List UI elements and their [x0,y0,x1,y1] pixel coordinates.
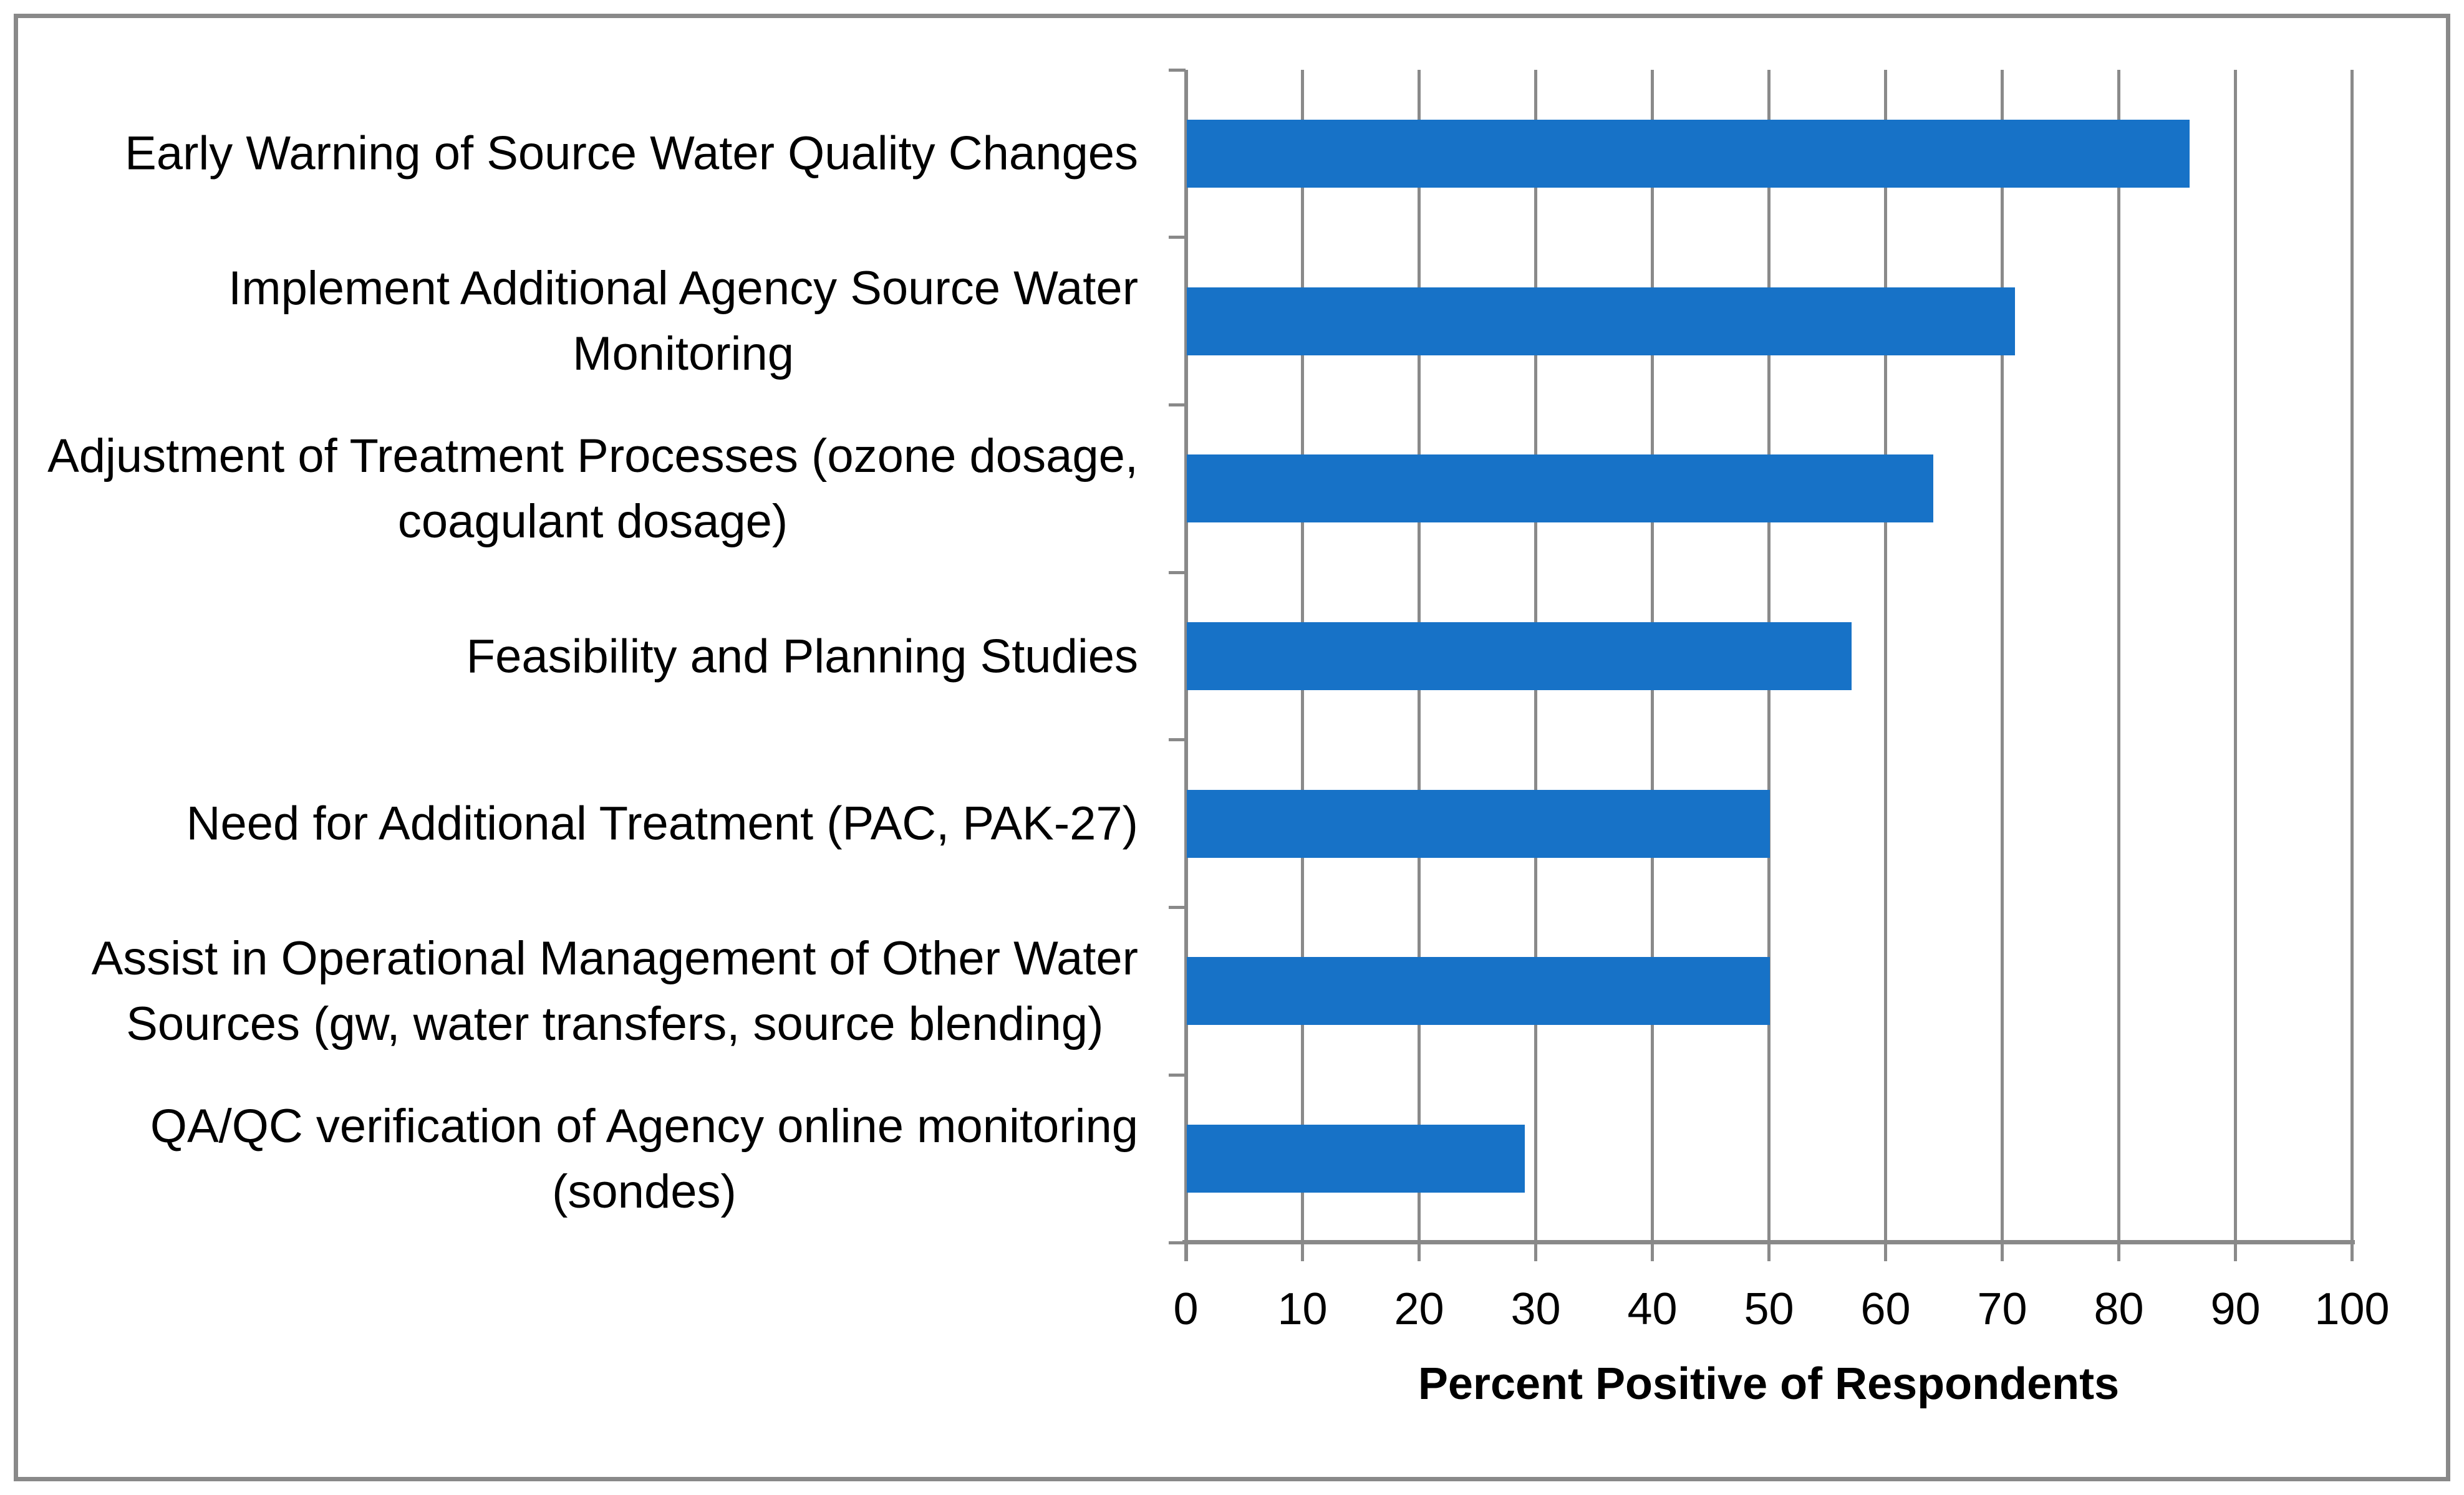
category-label-line: (sondes) [552,1165,737,1218]
category-label-2: Adjustment of Treatment Processes (ozone… [47,423,1138,554]
y-axis-tick [1168,570,1186,574]
category-label-line: Implement Additional Agency Source Water [228,262,1138,315]
y-axis-line [1184,70,1188,1261]
y-axis-tick [1168,403,1186,406]
x-tick-label-70: 70 [1977,1284,2027,1334]
category-label-4: Need for Additional Treatment (PAC, PAK-… [186,791,1138,857]
x-gridline-70 [2001,70,2004,1261]
x-tick-label-100: 100 [2314,1284,2390,1334]
x-gridline-90 [2234,70,2237,1261]
bar-category-1 [1187,287,2015,355]
bar-category-4 [1187,789,1770,858]
category-label-line: coagulant dosage) [397,494,788,548]
category-label-line: Adjustment of Treatment Processes (ozone… [47,429,1138,483]
y-axis-tick [1168,738,1186,742]
bar-category-2 [1187,454,1933,523]
y-axis-tick [1168,906,1186,910]
bar-category-0 [1187,119,2190,188]
x-gridline-100 [2350,70,2354,1261]
category-label-line: QA/QC verification of Agency online moni… [150,1099,1138,1153]
x-tick-label-30: 30 [1510,1284,1561,1334]
x-tick-label-40: 40 [1627,1284,1678,1334]
x-tick-label-80: 80 [2094,1284,2144,1334]
bar-category-5 [1187,957,1770,1026]
x-gridline-60 [1884,70,1887,1261]
figure-border [14,14,2450,1481]
y-axis-tick [1168,1073,1186,1077]
category-label-line: Monitoring [573,327,794,381]
x-axis-title: Percent Positive of Respondents [1418,1359,2120,1409]
x-gridline-80 [2117,70,2120,1261]
x-tick-label-10: 10 [1277,1284,1328,1334]
category-label-line: Sources (gw, water transfers, source ble… [126,997,1104,1050]
y-axis-tick [1168,236,1186,239]
x-tick-label-60: 60 [1860,1284,1911,1334]
category-label-line: Early Warning of Source Water Quality Ch… [125,127,1138,180]
x-tick-label-0: 0 [1173,1284,1199,1334]
category-label-3: Feasibility and Planning Studies [466,623,1138,689]
category-label-5: Assist in Operational Management of Othe… [92,926,1138,1057]
category-label-6: QA/QC verification of Agency online moni… [150,1094,1138,1224]
x-tick-label-90: 90 [2210,1284,2261,1334]
bar-category-6 [1187,1125,1525,1193]
x-tick-label-20: 20 [1394,1284,1444,1334]
y-axis-tick [1168,68,1186,72]
category-label-0: Early Warning of Source Water Quality Ch… [125,121,1138,186]
bar-category-3 [1187,622,1852,690]
category-label-line: Need for Additional Treatment (PAC, PAK-… [186,797,1138,850]
x-tick-label-50: 50 [1744,1284,1794,1334]
category-label-1: Implement Additional Agency Source Water… [228,256,1138,387]
y-axis-tick [1168,1241,1186,1244]
x-axis-line [1182,1240,2355,1244]
category-label-line: Assist in Operational Management of Othe… [91,931,1138,985]
category-label-line: Feasibility and Planning Studies [466,630,1138,683]
